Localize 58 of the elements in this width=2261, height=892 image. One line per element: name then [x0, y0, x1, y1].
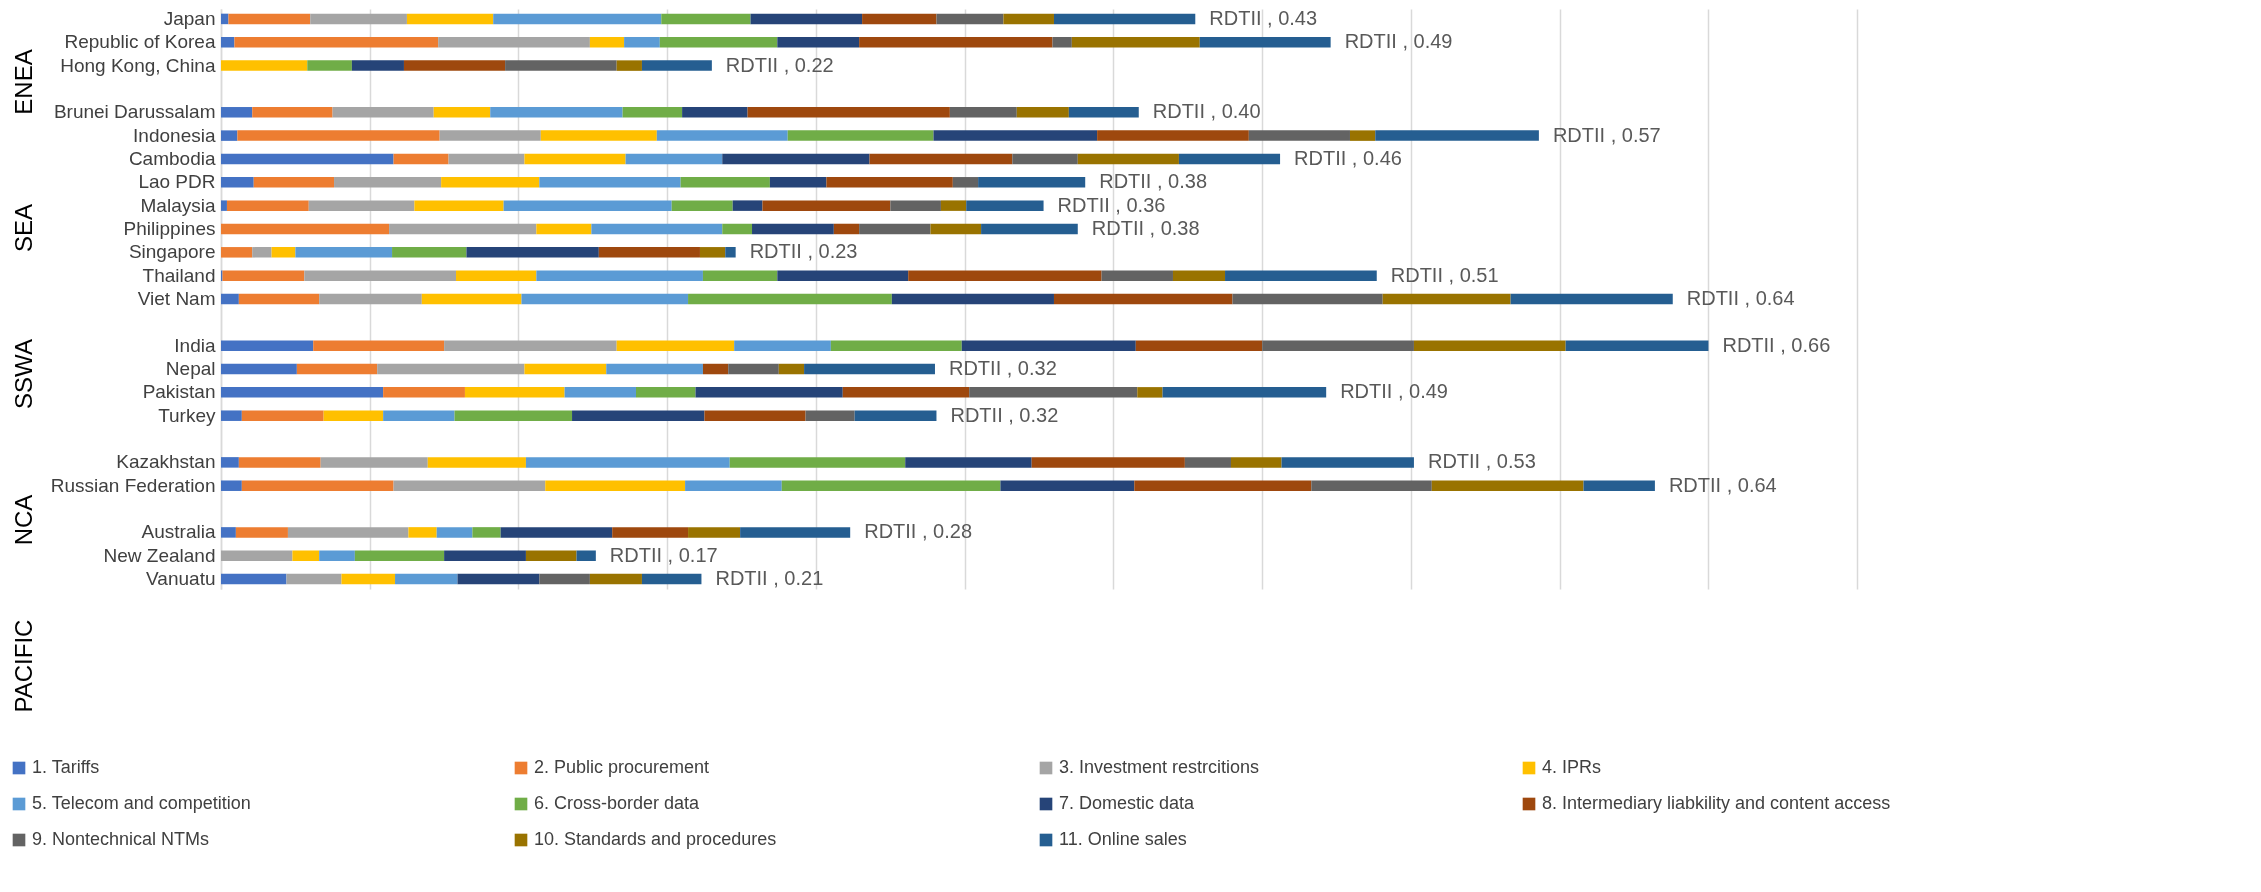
- y-tick-label: Cambodia: [128, 147, 216, 169]
- y-tick-label: Pakistan: [142, 381, 216, 403]
- legend-label: 6. Cross-border data: [534, 793, 701, 813]
- annotation: RDTII , 0.32: [950, 403, 1059, 426]
- annotation: RDTII , 0.40: [1152, 100, 1261, 123]
- annotation: RDTII , 0.49: [1340, 380, 1448, 403]
- annotation: RDTII , 0.49: [1344, 30, 1453, 53]
- annotation: RDTII , 0.64: [1686, 287, 1795, 309]
- annotation: RDTII , 0.36: [1057, 193, 1166, 216]
- y-tick-label: Philippines: [123, 217, 216, 239]
- text: NCA: [10, 494, 37, 546]
- text: ENEA: [10, 49, 37, 115]
- annotation: RDTII , 0.22: [725, 53, 834, 76]
- y-tick-label: Thailand: [142, 264, 216, 286]
- y-tick-label: Viet Nam: [137, 288, 216, 309]
- annotation: RDTII , 0.51: [1390, 263, 1499, 286]
- annotation: RDTII , 0.23: [749, 240, 858, 263]
- y-tick-label: Japan: [163, 7, 216, 29]
- annotation: RDTII , 0.21: [715, 567, 824, 590]
- y-tick-label: Nepal: [165, 358, 216, 380]
- y-tick-label: Singapore: [128, 241, 216, 263]
- legend-label: 4. IPRs: [1542, 757, 1602, 777]
- legend-label: 10. Standards and procedures: [534, 829, 777, 849]
- annotation: RDTII , 0.28: [864, 520, 973, 543]
- y-tick-label: Australia: [141, 521, 216, 543]
- legend-label: 11. Online sales: [1059, 829, 1187, 849]
- text: SEA: [10, 203, 37, 253]
- y-tick-label: Kazakhstan: [116, 451, 216, 473]
- y-tick-label: Lao PDR: [138, 171, 216, 193]
- legend-label: 9. Nontechnical NTMs: [32, 829, 210, 849]
- legend-label: 7. Domestic data: [1059, 793, 1196, 813]
- annotation: RDTII , 0.17: [609, 543, 718, 566]
- annotation: RDTII , 0.46: [1294, 146, 1402, 169]
- text: PACIFIC: [10, 619, 37, 713]
- annotation: RDTII , 0.57: [1552, 123, 1661, 146]
- annotation: RDTII , 0.64: [1668, 473, 1777, 496]
- annotation: RDTII , 0.43: [1209, 6, 1318, 29]
- y-tick-label: Hong Kong, China: [60, 54, 216, 76]
- y-tick-label: Russian Federation: [50, 474, 216, 496]
- annotation: RDTII , 0.53: [1427, 450, 1536, 473]
- y-tick-label: Turkey: [158, 404, 216, 426]
- legend-label: 1. Tariffs: [32, 757, 100, 777]
- y-tick-label: New Zealand: [103, 544, 216, 566]
- annotation: RDTII , 0.38: [1099, 170, 1208, 193]
- legend-label: 8. Intermediary liabkility and content access: [1542, 793, 1891, 813]
- y-tick-label: Republic of Korea: [64, 31, 216, 53]
- text: SSWA: [10, 339, 37, 409]
- annotation: RDTII , 0.38: [1091, 216, 1200, 239]
- annotation: RDTII , 0.66: [1722, 333, 1831, 356]
- annotation: RDTII , 0.32: [948, 357, 1057, 380]
- y-tick-label: Vanuatu: [146, 568, 216, 590]
- legend-label: 5. Telecom and competition: [32, 793, 251, 813]
- y-tick-label: Indonesia: [133, 124, 216, 146]
- y-tick-label: Malaysia: [140, 194, 216, 216]
- legend-label: 3. Investment restrcitions: [1059, 757, 1260, 777]
- legend-label: 2. Public procurement: [534, 757, 710, 777]
- y-tick-label: India: [174, 334, 216, 356]
- y-tick-label: Brunei Darussalam: [53, 101, 216, 123]
